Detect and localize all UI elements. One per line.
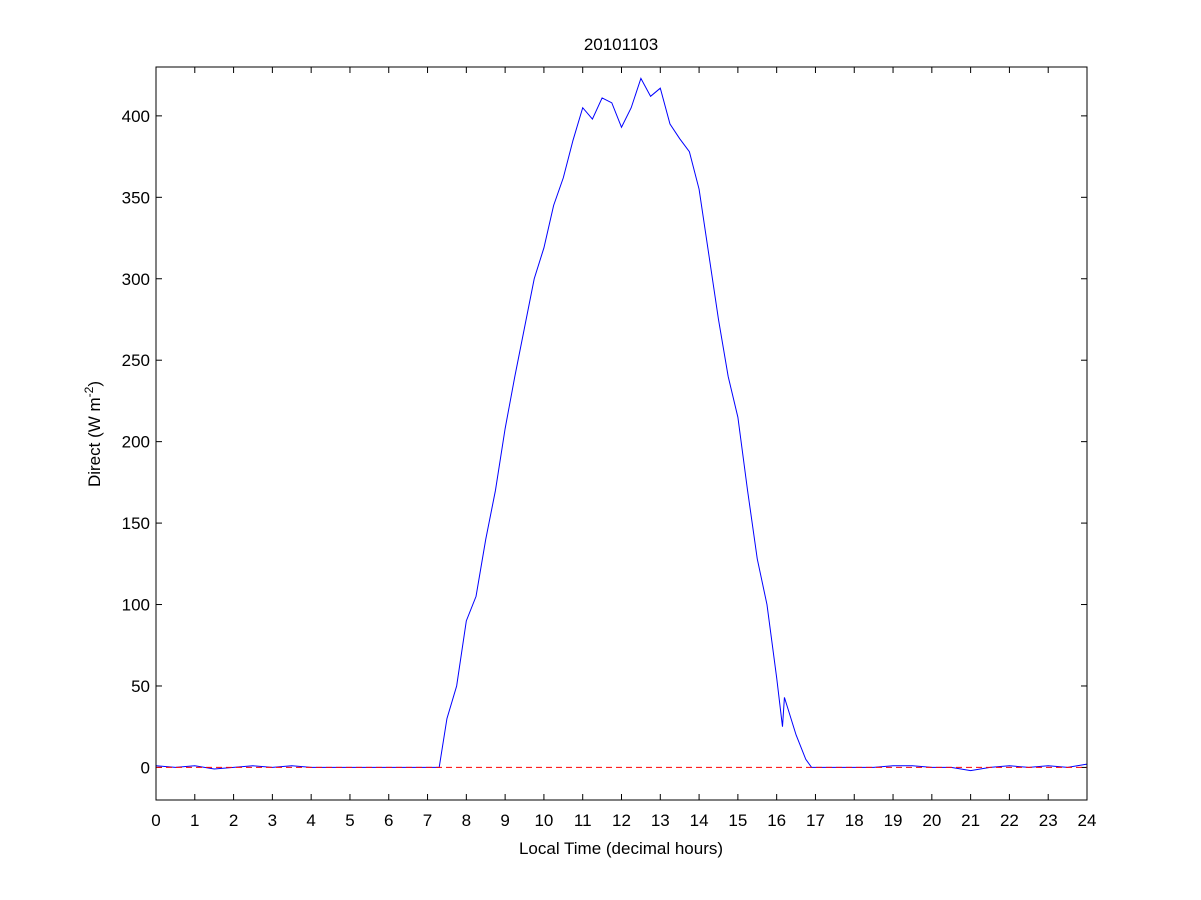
y-tick-label: 150	[122, 514, 150, 533]
x-tick-label: 24	[1078, 811, 1097, 830]
x-tick-label: 20	[922, 811, 941, 830]
x-tick-label: 12	[612, 811, 631, 830]
y-tick-label: 400	[122, 107, 150, 126]
x-tick-label: 15	[728, 811, 747, 830]
x-tick-label: 10	[534, 811, 553, 830]
y-tick-label: 100	[122, 596, 150, 615]
x-tick-label: 19	[884, 811, 903, 830]
x-tick-label: 17	[806, 811, 825, 830]
plot-frame	[155, 66, 1088, 801]
x-tick-label: 5	[345, 811, 354, 830]
x-tick-label: 7	[423, 811, 432, 830]
x-tick-label: 23	[1039, 811, 1058, 830]
x-tick-label: 6	[384, 811, 393, 830]
y-tick-label: 350	[122, 188, 150, 207]
x-tick-label: 14	[690, 811, 709, 830]
x-tick-label: 8	[462, 811, 471, 830]
chart-title: 20101103	[584, 35, 658, 54]
x-tick-label: 18	[845, 811, 864, 830]
x-tick-label: 9	[500, 811, 509, 830]
x-tick-label: 1	[190, 811, 199, 830]
y-axis-label-sup: -2	[82, 386, 96, 397]
y-tick-label: 0	[141, 758, 150, 777]
x-tick-label: 3	[268, 811, 277, 830]
x-axis-label: Local Time (decimal hours)	[519, 839, 723, 858]
x-tick-label: 16	[767, 811, 786, 830]
x-tick-label: 11	[574, 811, 592, 830]
x-tick-label: 2	[229, 811, 238, 830]
y-axis-label-text: Direct (W m	[85, 397, 104, 487]
y-axis-label-end: )	[85, 381, 104, 387]
x-tick-label: 0	[151, 811, 160, 830]
y-tick-label: 50	[131, 677, 150, 696]
x-tick-label: 13	[651, 811, 670, 830]
y-tick-label: 200	[122, 433, 150, 452]
x-tick-label: 4	[306, 811, 315, 830]
x-tick-label: 21	[961, 811, 980, 830]
y-axis-label: Direct (W m-2)	[82, 381, 104, 487]
y-tick-label: 300	[122, 270, 150, 289]
y-tick-label: 250	[122, 351, 150, 370]
x-tick-label: 22	[1000, 811, 1019, 830]
